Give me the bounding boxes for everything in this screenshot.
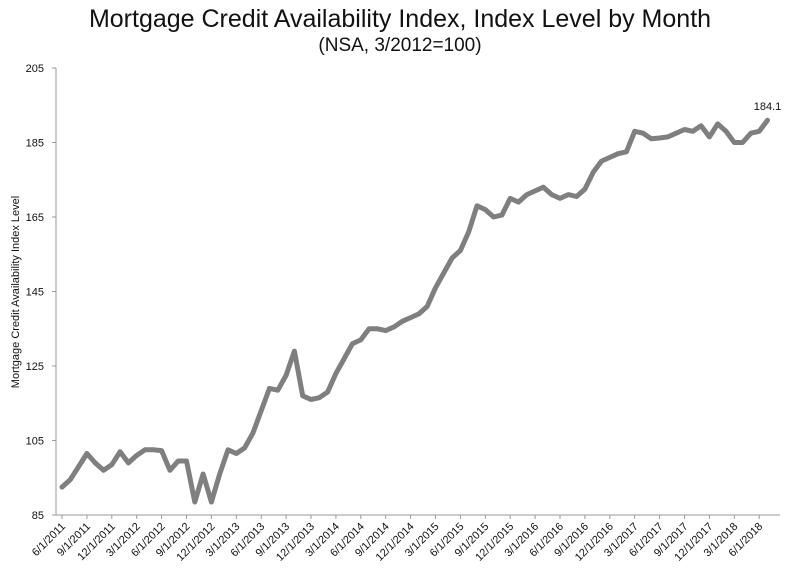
- y-tick-label: 125: [26, 361, 44, 373]
- y-axis-ticks: 85 105 125 145 165 185 205: [26, 63, 56, 522]
- y-tick-label: 185: [26, 138, 44, 150]
- series-line: [59, 117, 770, 505]
- data-label-last: 184.1: [754, 101, 782, 113]
- series-group: [59, 117, 770, 505]
- y-tick-label: 205: [26, 63, 44, 75]
- chart-subtitle: (NSA, 3/2012=100): [318, 35, 482, 56]
- y-tick-label: 145: [26, 287, 44, 299]
- x-axis-ticks: 6/1/20119/1/201112/1/20113/1/20126/1/201…: [30, 515, 765, 564]
- y-axis-label: Mortgage Credit Availability Index Level: [10, 196, 22, 388]
- y-tick-label: 85: [32, 510, 44, 522]
- y-tick-label: 105: [26, 436, 44, 448]
- y-tick-label: 165: [26, 212, 44, 224]
- chart-title: Mortgage Credit Availability Index, Inde…: [88, 5, 712, 33]
